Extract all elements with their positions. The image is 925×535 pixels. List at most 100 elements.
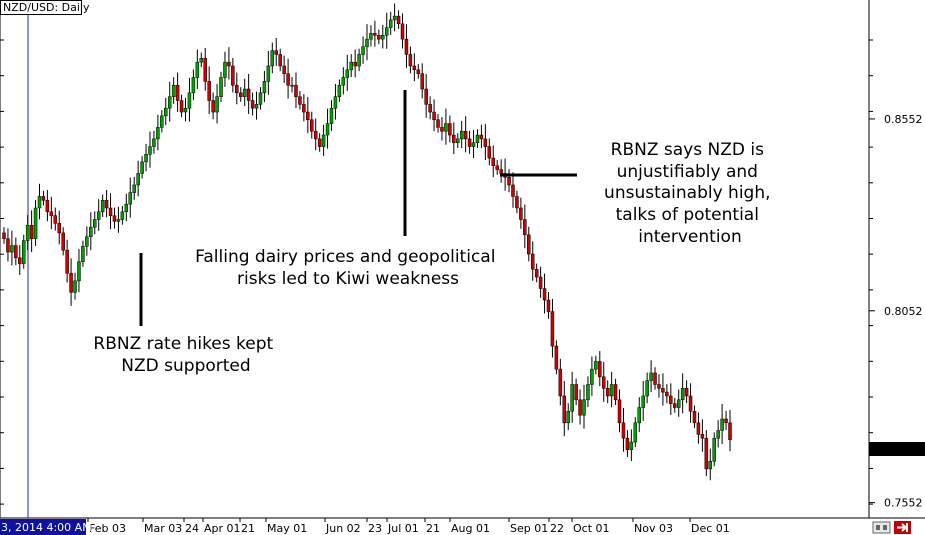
time-tick-label: May 01 <box>267 522 307 535</box>
price-tick-label: 0.8552 <box>884 113 923 126</box>
candles-group <box>2 3 732 481</box>
candle-body <box>25 224 30 241</box>
candle-body <box>653 372 657 385</box>
candle-body <box>37 196 42 209</box>
candle-body <box>85 236 89 247</box>
candle-body <box>424 88 428 105</box>
candle-body <box>479 134 484 140</box>
candle-body <box>286 73 290 86</box>
crosshair-time-label: 3, 2014 4:00 AM <box>1 521 92 534</box>
symbol-label-box: NZD/USD: Daily <box>0 0 90 15</box>
candle-body <box>104 200 109 209</box>
candle-body <box>700 434 705 439</box>
candle-body <box>49 211 54 216</box>
candle-body <box>495 165 499 170</box>
candle-body <box>290 84 294 87</box>
candle-body <box>475 134 480 143</box>
annotation-rbnz-says: RBNZ says NZD is unjustifiably and unsus… <box>604 140 776 247</box>
candle-body <box>345 69 350 78</box>
candle-body <box>373 33 377 36</box>
candle-body <box>420 73 424 90</box>
time-tick-label: Dec 01 <box>691 522 730 535</box>
candle-body <box>89 226 93 237</box>
candle-body <box>633 422 638 443</box>
candle-body <box>96 211 101 220</box>
candle-body <box>692 411 697 424</box>
candle-body <box>33 207 38 239</box>
candle-body <box>546 299 551 312</box>
price-tick-label: 0.8052 <box>884 305 923 318</box>
candle-body <box>448 123 452 136</box>
candle-body <box>10 245 14 253</box>
candle-body <box>250 100 255 109</box>
candle-body <box>661 388 665 393</box>
time-tick-label: Jul 01 <box>387 522 419 535</box>
candle-body <box>440 127 444 132</box>
candle-body <box>629 441 634 450</box>
candle-body <box>594 361 598 370</box>
candle-body <box>21 240 26 264</box>
time-tick-label: Apr 01 <box>204 522 241 535</box>
time-tick-label: Mar 03 <box>144 522 182 535</box>
crosshair-time-box: 3, 2014 4:00 AM <box>0 519 92 535</box>
candle-body <box>570 384 574 412</box>
candle-body <box>258 92 263 105</box>
candle-body <box>467 138 472 147</box>
candle-body <box>266 65 271 82</box>
candle-body <box>57 223 61 234</box>
candle-body <box>246 88 251 101</box>
candle-body <box>444 123 448 132</box>
candle-body <box>519 207 523 220</box>
candle-body <box>227 61 231 67</box>
candle-body <box>140 161 144 174</box>
candle-body <box>527 234 531 255</box>
candle-body <box>538 276 543 289</box>
candle-body <box>609 384 614 397</box>
candle-body <box>148 146 152 155</box>
candle-body <box>384 27 389 36</box>
candle-body <box>617 399 622 424</box>
candle-body <box>65 249 69 274</box>
time-tick-label: 21 <box>426 522 440 535</box>
candle-body <box>313 130 318 140</box>
candle-body <box>412 65 417 71</box>
candle-body <box>712 437 716 462</box>
time-tick-label: Jun 02 <box>325 522 361 535</box>
candle-body <box>708 460 713 470</box>
exit-arrow-icon[interactable] <box>894 521 911 534</box>
candle-body <box>499 169 503 174</box>
candle-body <box>231 65 235 86</box>
candle-body <box>566 411 570 424</box>
candle-body <box>211 100 215 113</box>
candle-body <box>554 345 559 370</box>
time-tick-label: Oct 01 <box>573 522 610 535</box>
candle-body <box>333 96 338 109</box>
time-tick-label: Feb 03 <box>89 522 126 535</box>
candle-body <box>598 361 602 378</box>
candle-body <box>112 215 117 222</box>
candle-body <box>278 54 282 67</box>
candle-body <box>590 368 594 385</box>
candle-body <box>574 384 578 401</box>
candle-body <box>128 192 133 205</box>
candle-body <box>235 84 239 94</box>
candle-body <box>487 146 492 159</box>
candle-body <box>530 253 535 270</box>
candle-body <box>61 232 65 251</box>
candle-body <box>621 422 626 439</box>
candle-body <box>720 418 724 431</box>
candle-body <box>428 104 432 113</box>
candle-body <box>53 215 58 224</box>
candle-body <box>728 422 732 440</box>
candle-body <box>191 77 196 94</box>
candle-body <box>183 107 188 113</box>
candle-body <box>14 245 18 259</box>
candle-body <box>93 219 97 228</box>
scroll-toggle-icon[interactable] <box>872 521 891 534</box>
candle-body <box>601 376 606 389</box>
candle-body <box>645 380 649 397</box>
candle-body <box>641 395 645 408</box>
candle-body <box>511 184 515 197</box>
candle-body <box>341 77 346 86</box>
candle-body <box>613 384 618 401</box>
